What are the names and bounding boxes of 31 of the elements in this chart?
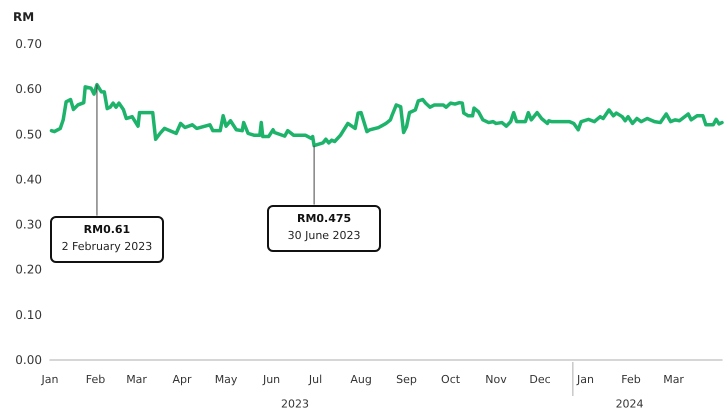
- text: 2023: [281, 398, 310, 410]
- y-tick-label: 0.50: [15, 127, 42, 142]
- x-tick-label: Nov: [485, 373, 508, 386]
- x-tick-label: Mar: [663, 373, 684, 386]
- callout: RM0.61 2 February 2023: [50, 216, 164, 260]
- x-tick-label: Jul: [308, 373, 322, 386]
- y-tick-label: 0.10: [15, 308, 42, 322]
- y-tick-label: 0.70: [15, 37, 42, 51]
- x-tick-label: Jan: [40, 373, 58, 386]
- x-tick-label: Feb: [86, 373, 106, 386]
- annotation: RM0.61 2 February 2023: [60, 222, 154, 255]
- y-tick-label: 0.30: [15, 218, 42, 232]
- x-tick-label: Apr: [172, 373, 192, 386]
- y-tick-label: 0.40: [15, 172, 42, 186]
- y-tick-label: 0.60: [15, 82, 42, 96]
- y-tick-label: 0.00: [15, 353, 42, 367]
- x-tick-label: Feb: [621, 373, 641, 386]
- x-tick-label: Mar: [126, 373, 148, 386]
- callout: RM0.475 30 June 2023: [267, 204, 382, 249]
- annotation: RM0.475 30 June 2023: [286, 210, 362, 244]
- line-series: [50, 82, 724, 148]
- x-tick-label: Sep: [396, 373, 417, 386]
- x-tick-label: May: [214, 373, 238, 386]
- y-axis-title: RM: [13, 10, 34, 24]
- text: 2024: [616, 398, 644, 410]
- y-tick-label: 0.20: [15, 262, 42, 277]
- x-tick-label: Oct: [441, 373, 461, 386]
- x-tick-label: Aug: [350, 373, 372, 386]
- x-tick-label: Dec: [529, 373, 551, 386]
- x-tick-label: Jan: [576, 373, 594, 386]
- x-tick-label: Jun: [262, 373, 280, 386]
